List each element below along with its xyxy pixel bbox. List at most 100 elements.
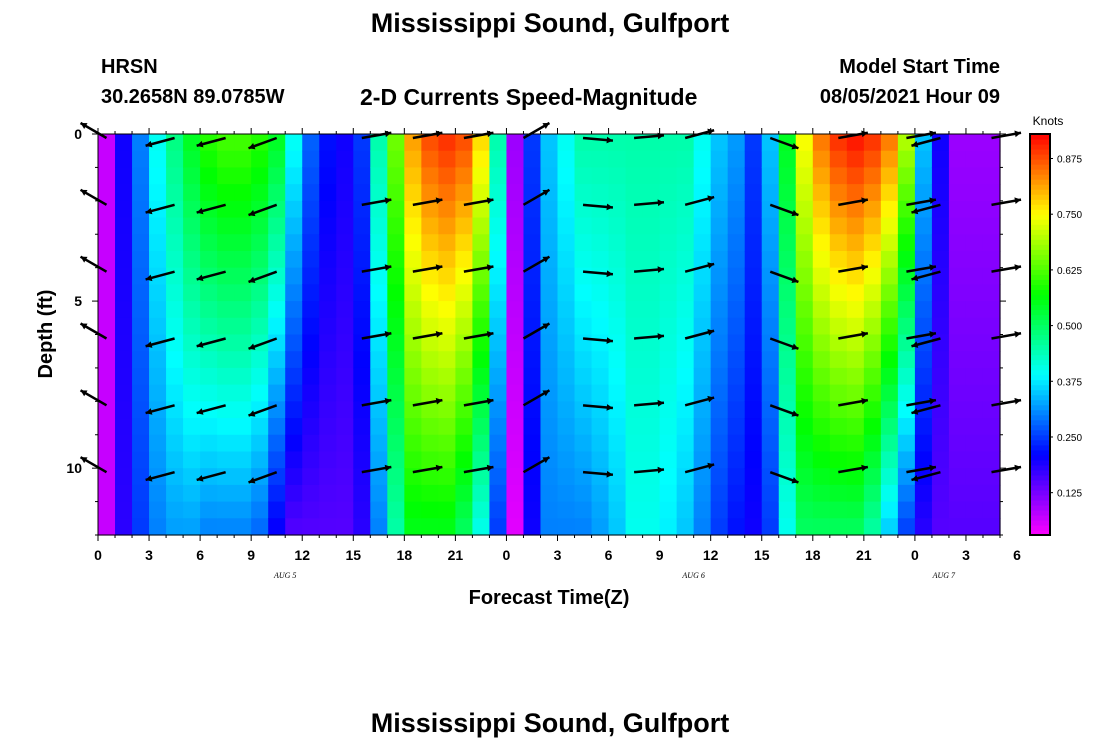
heat-cell (540, 301, 559, 319)
colorbar-cell (1030, 314, 1050, 321)
heat-cell (149, 418, 167, 436)
heat-cell (98, 351, 116, 369)
heat-cell (506, 217, 525, 235)
colorbar-tick-label: 0.375 (1057, 377, 1082, 388)
heat-cell (965, 367, 984, 386)
heat-cell (523, 334, 542, 352)
heat-cell (574, 468, 593, 486)
current-vector-arrow (463, 264, 494, 273)
heat-cell (421, 150, 439, 169)
heat-cell (693, 317, 712, 336)
heat-cell (421, 367, 439, 386)
heat-cell (387, 301, 405, 319)
heat-cell (115, 267, 133, 285)
heat-cell (965, 434, 984, 453)
heat-cell (557, 150, 576, 169)
heat-cell (693, 468, 712, 486)
heat-cell (132, 317, 150, 336)
heat-cell (591, 334, 610, 352)
heat-cell (863, 200, 882, 219)
heat-cell (574, 434, 593, 453)
heat-cell (642, 384, 661, 402)
heat-cell (761, 351, 780, 369)
heat-cell (217, 267, 235, 285)
heat-cell (591, 234, 610, 252)
current-vector-arrow (522, 322, 551, 340)
current-vector-arrow (196, 337, 226, 348)
heat-cell (370, 234, 388, 252)
heat-cell (183, 250, 201, 269)
heat-cell (710, 451, 729, 469)
heat-cell (149, 451, 167, 469)
heat-cell (659, 434, 678, 453)
heat-cell (506, 451, 525, 469)
heat-cell (642, 434, 661, 453)
heat-cell (472, 401, 491, 419)
heat-cell (965, 334, 984, 352)
heat-cell (710, 234, 729, 252)
heat-cell (574, 150, 593, 169)
heat-cell (829, 317, 848, 336)
heat-cell (642, 501, 661, 519)
colorbar-cell (1030, 279, 1050, 285)
heat-cell (404, 301, 422, 319)
heat-cell (302, 150, 320, 169)
heat-cell (948, 518, 967, 536)
heat-cell (336, 351, 354, 369)
heat-cell (268, 184, 286, 202)
heat-cell (455, 367, 474, 386)
heat-cell (608, 267, 627, 285)
heat-cell (846, 217, 865, 235)
heat-cell (98, 284, 116, 302)
heat-cell (744, 434, 763, 453)
current-vector-arrow (684, 195, 715, 207)
heat-cell (608, 150, 627, 169)
heat-cell (438, 134, 456, 152)
heat-cell (591, 200, 610, 219)
heat-cell (863, 384, 882, 402)
heat-cell (846, 284, 865, 302)
heat-cell (880, 250, 899, 269)
heat-cell (455, 418, 474, 436)
model-start-time: 08/05/2021 Hour 09 (819, 86, 1000, 108)
heat-cell (812, 384, 831, 402)
heat-cell (574, 267, 593, 285)
heat-cell (336, 200, 354, 219)
heat-cell (115, 234, 133, 252)
heat-cell (676, 234, 695, 252)
heat-cell (472, 384, 491, 402)
heat-cell (421, 234, 439, 252)
heat-cell (727, 317, 746, 336)
heat-cell (149, 150, 167, 169)
heat-cell (880, 217, 899, 235)
heat-cell (761, 301, 780, 319)
heat-cell (336, 384, 354, 402)
x-tick-label: 6 (196, 547, 204, 563)
colorbar-cell (1030, 169, 1050, 175)
heat-cell (115, 401, 133, 419)
colorbar-frame (1029, 133, 1051, 536)
heat-cell (149, 367, 167, 386)
current-vector-arrow (991, 331, 1022, 340)
heat-cell (302, 301, 320, 319)
colorbar-cell (1030, 294, 1050, 301)
heat-cell (880, 284, 899, 302)
colorbar-cell (1030, 509, 1050, 516)
heat-cell (846, 518, 865, 536)
heat-cell (846, 250, 865, 269)
heat-cell (98, 401, 116, 419)
heat-cell (421, 434, 439, 453)
heat-cell (387, 434, 405, 453)
heat-cell (880, 367, 899, 386)
heat-cell (642, 150, 661, 169)
heat-cell (761, 150, 780, 169)
heat-cell (591, 501, 610, 519)
current-vector-arrow (79, 389, 108, 407)
heat-cell (438, 250, 456, 269)
heat-cell (489, 434, 508, 453)
heat-cell (489, 401, 508, 419)
heat-cell (557, 367, 576, 386)
heat-cell (115, 317, 133, 336)
colorbar-tick-label: 0.250 (1057, 433, 1082, 444)
heat-cell (727, 184, 746, 202)
